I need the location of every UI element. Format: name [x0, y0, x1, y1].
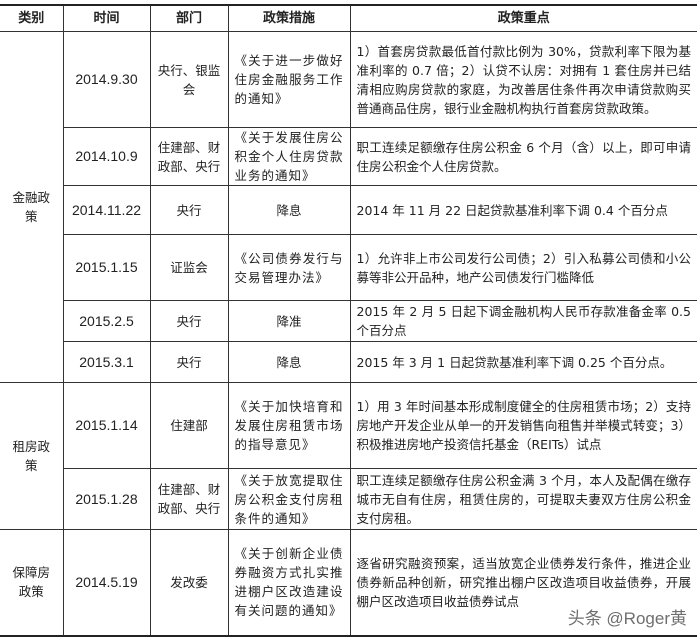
measure-cell: 《关于发展住房公积金个人住房贷款业务的通知》: [227, 127, 351, 186]
measure-cell: 降息: [227, 341, 351, 383]
department-cell: 住建部、财政部、央行: [149, 127, 229, 186]
department-cell: 央行、银监会: [149, 31, 229, 128]
category-cell: 保障房政策: [0, 529, 64, 637]
measure-cell: 《关于放宽提取住房公积金支付房租条件的通知》: [227, 468, 351, 530]
department-cell: 住建部、财政部、央行: [149, 468, 229, 530]
table-row: 2015.1.15 证监会 《公司债券发行与交易管理办法》 1）允许非上市公司发行公司…: [0, 234, 697, 301]
date-cell: 2015.2.5: [63, 300, 151, 342]
date-cell: 2014.9.30: [62, 31, 151, 128]
measure-cell: 《公司债券发行与交易管理办法》: [227, 234, 351, 301]
department-cell: 央行: [149, 185, 229, 235]
focus-cell: 2014 年 11 月 22 日起贷款基准利率下调 0.4 个百分点: [349, 185, 697, 235]
table-row: 2015.3.1 央行 降息 2015 年 3 月 1 日起贷款基准利率下调 0.25…: [0, 341, 697, 383]
table-row: 保障房政策 2014.5.19 发改委 《关于创新企业债券融资方式扎实推进棚户区改造建…: [0, 529, 697, 637]
table-row: 租房政策 2015.1.14 住建部 《关于加快培育和发展住房租赁市场的指导意见》 1）…: [0, 382, 697, 530]
department-cell: 发改委: [149, 529, 229, 637]
table-row: 2015.1.28 住建部、财政部、央行 《关于放宽提取住房公积金支付房租条件的通知…: [0, 468, 697, 530]
department-cell: 央行: [149, 341, 229, 383]
focus-cell: 2015 年 3 月 1 日起贷款基准利率下调 0.25 个百分点。: [349, 341, 697, 383]
header-category: 类别: [0, 4, 64, 32]
category-cell: 租房政策: [0, 382, 64, 530]
measure-cell: 《关于进一步做好住房金融服务工作的通知》: [227, 31, 351, 128]
measure-cell: 《关于加快培育和发展住房租赁市场的指导意见》: [227, 382, 351, 469]
watermark: 头条 @Roger黄: [567, 609, 687, 628]
focus-cell: 2015 年 2 月 5 日起下调金融机构人民币存款准备金率 0.5 个百分点: [349, 300, 697, 342]
header-department: 部门: [149, 4, 229, 32]
focus-cell: 职工连续足额缴存住房公积金 6 个月（含）以上，即可申请住房公积金个人住房贷款。: [349, 127, 697, 186]
policy-table: 类别 时间 部门 政策措施 政策重点 金融政策 2014.9.30 央行、银监会 《关…: [0, 4, 697, 637]
department-cell: 证监会: [149, 234, 229, 301]
focus-cell: 1）首套房贷款最低首付款比例为 30%，贷款利率下限为基准利率的 0.7 倍；2…: [349, 31, 697, 128]
date-cell: 2014.11.22: [63, 185, 151, 235]
header-measure: 政策措施: [227, 4, 351, 32]
header-row: 类别 时间 部门 政策措施 政策重点: [0, 4, 697, 32]
date-cell: 2014.5.19: [62, 529, 151, 637]
table-row: 2014.11.22 央行 降息 2014 年 11 月 22 日起贷款基准利率下调 …: [0, 185, 697, 235]
category-cell: 金融政策: [0, 31, 64, 383]
date-cell: 2014.10.9: [63, 127, 151, 186]
measure-cell: 降准: [227, 300, 351, 342]
focus-cell: 逐省研究融资预案，适当放宽企业债券发行条件，推进企业债券新品种创新，研究推出棚户…: [349, 529, 697, 637]
department-cell: 央行: [149, 300, 229, 342]
date-cell: 2015.3.1: [63, 341, 151, 383]
measure-cell: 《关于创新企业债券融资方式扎实推进棚户区改造建设有关问题的通知》: [227, 529, 351, 637]
header-time: 时间: [62, 4, 151, 32]
focus-cell: 1）用 3 年时间基本形成制度健全的住房租赁市场；2）支持房地产开发企业从单一的…: [349, 382, 697, 469]
table-row: 2014.10.9 住建部、财政部、央行 《关于发展住房公积金个人住房贷款业务的通知…: [0, 127, 697, 186]
date-cell: 2015.1.28: [63, 468, 151, 530]
focus-cell: 1）允许非上市公司发行公司债；2）引入私募公司债和小公募等非公开品种，地产公司债…: [349, 234, 697, 301]
header-focus: 政策重点: [349, 4, 697, 32]
focus-cell: 职工连续足额缴存住房公积金满 3 个月，本人及配偶在缴存城市无自有住房，租赁住房…: [349, 468, 697, 530]
table-row: 2015.2.5 央行 降准 2015 年 2 月 5 日起下调金融机构人民币存款准备…: [0, 300, 697, 342]
table-row: 金融政策 2014.9.30 央行、银监会 《关于进一步做好住房金融服务工作的通知》 1…: [0, 31, 697, 383]
department-cell: 住建部: [149, 382, 229, 469]
date-cell: 2015.1.14: [62, 382, 151, 469]
date-cell: 2015.1.15: [63, 234, 151, 301]
measure-cell: 降息: [227, 185, 351, 235]
